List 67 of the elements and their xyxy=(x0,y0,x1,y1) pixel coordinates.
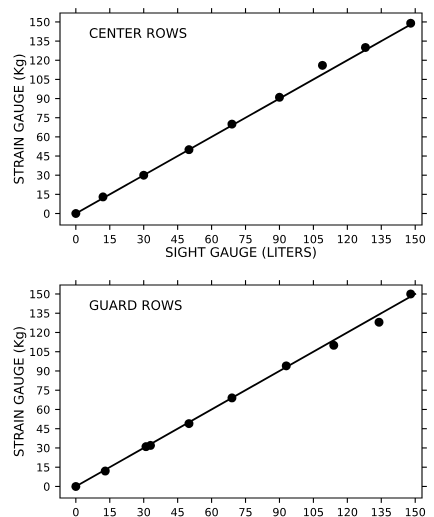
y-tick-label: 75 xyxy=(37,114,50,122)
x-tick-label: 105 xyxy=(304,508,324,516)
point xyxy=(98,192,108,202)
y-tick-label: 135 xyxy=(30,37,50,46)
x-tick-label: 120 xyxy=(338,234,358,244)
x-tick-label: 120 xyxy=(338,508,358,516)
point xyxy=(282,361,291,370)
y-tick-label: 0 xyxy=(44,209,50,218)
point xyxy=(374,318,384,327)
x-tick-label: 75 xyxy=(239,235,252,244)
y-tick-label: 60 xyxy=(36,132,50,142)
point xyxy=(406,289,416,298)
y-tick-label: 75 xyxy=(37,386,50,395)
y-tick-label: 135 xyxy=(30,309,50,318)
x-tick-label: 105 xyxy=(304,234,324,244)
x-tick-label: 15 xyxy=(104,508,116,516)
y-tick-label: 90 xyxy=(36,94,50,103)
x-tick-label: 150 xyxy=(406,508,426,516)
x-tick-label: 135 xyxy=(372,508,391,516)
y-tick-label: 30 xyxy=(36,171,50,180)
x-tick-label: 15 xyxy=(104,235,116,244)
point xyxy=(146,440,155,450)
point xyxy=(406,18,416,28)
point xyxy=(274,92,284,102)
y-tick-label: 60 xyxy=(36,405,50,414)
y-tick-label: 15 xyxy=(37,190,50,199)
x-tick-label: 30 xyxy=(137,508,150,516)
text: CENTER ROWS xyxy=(90,28,186,38)
y-tick-label: 90 xyxy=(36,366,50,376)
x-tick-label: 135 xyxy=(372,234,391,244)
x-tick-label: 30 xyxy=(137,234,150,244)
x-tick-label: 0 xyxy=(73,234,79,244)
y-tick-label: 105 xyxy=(30,75,50,84)
point xyxy=(360,42,370,52)
x-tick-label: 90 xyxy=(273,508,286,516)
point xyxy=(318,60,327,70)
x-axis-title: SIGHT GAUGE (LITERS) xyxy=(166,246,316,259)
y-tick-label: 45 xyxy=(36,424,50,434)
y-tick-label: 105 xyxy=(30,348,50,356)
y-tick-label: 30 xyxy=(36,444,50,452)
point xyxy=(71,482,80,491)
y-tick-label: 45 xyxy=(36,152,50,160)
y-tick-label: 120 xyxy=(30,56,50,65)
y-tick-label: 120 xyxy=(30,328,50,337)
point xyxy=(227,393,236,402)
x-tick-label: 0 xyxy=(73,508,79,516)
point xyxy=(184,145,194,154)
point xyxy=(329,340,338,350)
x-tick-label: 45 xyxy=(171,235,184,244)
point xyxy=(184,419,194,428)
y-tick-label: 15 xyxy=(37,463,50,472)
x-tick-label: 60 xyxy=(205,508,218,516)
x-tick-label: 150 xyxy=(406,234,426,244)
y-axis-title: STRAIN GAUGE (Kg) xyxy=(14,327,26,456)
x-tick-label: 75 xyxy=(239,508,252,516)
x-tick-label: 60 xyxy=(205,234,218,244)
x-tick-label: 45 xyxy=(171,508,184,516)
point xyxy=(227,120,236,129)
y-axis-title: STRAIN GAUGE (Kg) xyxy=(14,54,26,184)
point xyxy=(71,209,80,218)
x-tick-label: 90 xyxy=(273,234,286,244)
text: GUARD ROWS xyxy=(90,300,182,310)
y-tick-label: 150 xyxy=(30,290,50,298)
point xyxy=(139,170,148,180)
y-tick-label: 150 xyxy=(30,18,50,26)
y-tick-label: 0 xyxy=(44,482,50,491)
point xyxy=(100,466,110,476)
